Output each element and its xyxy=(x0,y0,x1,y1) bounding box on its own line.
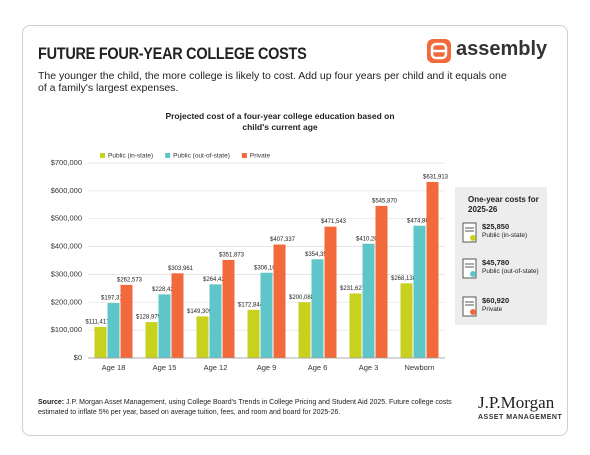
y-tick-label: $100,000 xyxy=(51,325,82,334)
value-label: $262,573 xyxy=(117,277,143,283)
bar xyxy=(158,294,171,358)
bar xyxy=(120,284,133,358)
value-label: $231,627 xyxy=(340,286,366,292)
legend-swatch xyxy=(241,153,247,158)
bar xyxy=(375,205,388,358)
sidebar-amount: $60,920 xyxy=(482,296,510,305)
source-text: J.P. Morgan Asset Management, using Coll… xyxy=(38,399,452,416)
y-tick-label: $400,000 xyxy=(51,242,82,251)
value-label: $197,318 xyxy=(101,296,127,302)
legend-swatch xyxy=(165,153,171,158)
value-label: $111,417 xyxy=(85,320,110,326)
y-tick-label: $600,000 xyxy=(51,186,82,195)
x-tick-label: Age 6 xyxy=(308,363,328,372)
bar xyxy=(349,293,362,358)
bar xyxy=(362,243,375,358)
card xyxy=(22,25,568,436)
legend-label: Public (out-of-state) xyxy=(173,153,230,160)
x-tick-label: Age 9 xyxy=(257,363,277,372)
value-label: $149,309 xyxy=(187,309,213,315)
bar xyxy=(94,326,107,358)
bar xyxy=(273,244,286,358)
bar xyxy=(196,316,209,358)
bar xyxy=(171,273,184,358)
source-label: Source: xyxy=(38,399,65,406)
y-tick-label: $200,000 xyxy=(51,297,82,306)
value-label: $306,104 xyxy=(254,265,280,271)
bar xyxy=(324,226,337,358)
logo-text: assembly xyxy=(456,38,548,60)
bar xyxy=(400,283,413,358)
bar xyxy=(413,225,426,358)
value-label: $268,138 xyxy=(391,276,417,282)
value-label: $228,420 xyxy=(152,287,178,293)
logo-icon xyxy=(427,39,451,63)
legend-label: Private xyxy=(250,153,271,160)
x-tick-label: Age 12 xyxy=(204,363,228,372)
value-label: $545,870 xyxy=(372,199,398,205)
sidebar-item: $45,780 Public (out-of-state) xyxy=(462,258,546,292)
bar xyxy=(107,303,120,358)
value-label: $200,088 xyxy=(289,295,315,301)
value-label: $354,354 xyxy=(305,252,331,258)
subtitle: The younger the child, the more college … xyxy=(38,70,507,94)
y-tick-label: $0 xyxy=(74,353,82,362)
sidebar-title: One-year costs for 2025-26 xyxy=(468,195,539,214)
legend-swatch xyxy=(100,153,105,158)
value-label: $410,209 xyxy=(356,236,382,242)
doc-icon xyxy=(462,222,477,243)
chart-title: Projected cost of a four-year college ed… xyxy=(165,111,395,132)
sidebar-amount: $45,780 xyxy=(482,258,510,267)
bar xyxy=(311,259,324,358)
sidebar-label: Public (in-state) xyxy=(482,232,528,239)
doc-icon xyxy=(462,296,477,317)
brand-sub: ASSET MANAGEMENT xyxy=(478,414,563,421)
sidebar-item: $25,850 Public (in-state) xyxy=(462,222,546,256)
value-label: $474,868 xyxy=(407,218,433,224)
bar xyxy=(426,181,439,358)
sidebar-item: $60,920 Private xyxy=(462,296,546,330)
sidebar-label: Public (out-of-state) xyxy=(482,268,539,275)
bar xyxy=(145,322,158,358)
sidebar-label: Private xyxy=(482,306,503,313)
bar xyxy=(222,259,235,358)
legend-label: Public (in-state) xyxy=(108,153,153,160)
bar xyxy=(209,284,222,358)
x-tick-label: Age 18 xyxy=(102,363,126,372)
source: Source: J.P. Morgan Asset Management, us… xyxy=(38,398,458,418)
x-tick-label: Age 3 xyxy=(359,363,379,372)
x-tick-label: Newborn xyxy=(404,363,434,372)
y-tick-label: $300,000 xyxy=(51,269,82,278)
bar xyxy=(298,302,311,358)
y-tick-label: $700,000 xyxy=(51,158,82,167)
bar xyxy=(247,309,260,358)
value-label: $128,979 xyxy=(136,315,162,321)
value-label: $471,543 xyxy=(321,219,347,225)
brand: J.P.Morgan xyxy=(478,393,555,412)
value-label: $172,844 xyxy=(238,302,264,308)
y-tick-label: $500,000 xyxy=(51,214,82,223)
doc-icon xyxy=(462,258,477,279)
value-label: $264,424 xyxy=(203,277,229,283)
x-tick-label: Age 15 xyxy=(153,363,177,372)
value-label: $303,961 xyxy=(168,266,194,272)
page-title: FUTURE FOUR-YEAR COLLEGE COSTS xyxy=(38,44,307,63)
bar xyxy=(260,272,273,358)
value-label: $351,873 xyxy=(219,253,245,259)
sidebar-amount: $25,850 xyxy=(482,222,510,231)
value-label: $631,913 xyxy=(423,175,449,181)
value-label: $407,337 xyxy=(270,237,296,243)
